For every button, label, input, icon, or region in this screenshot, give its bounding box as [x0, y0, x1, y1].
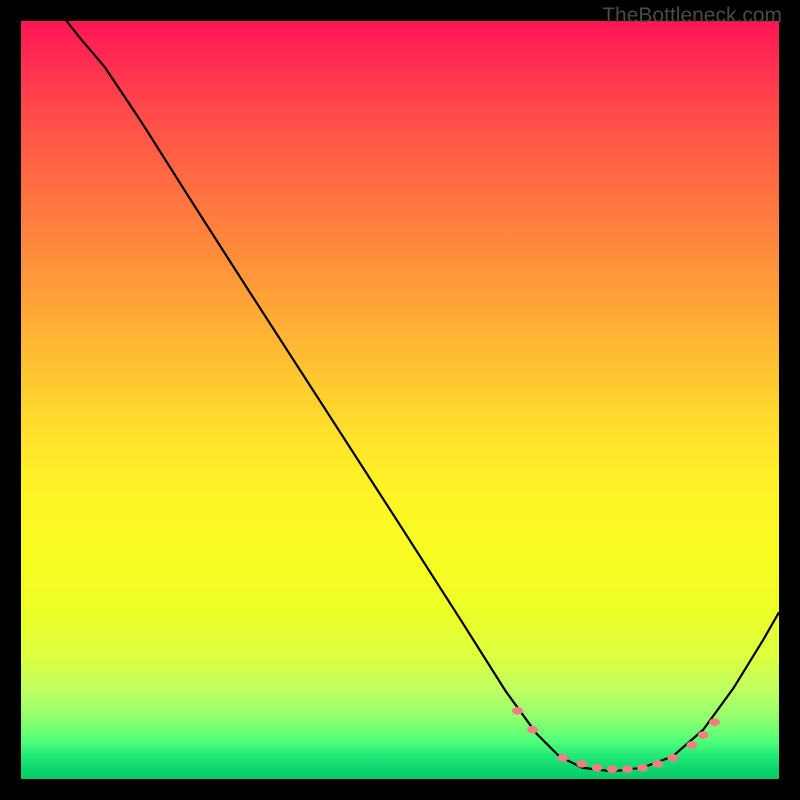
- marker-dot: [667, 754, 678, 762]
- marker-dot: [592, 764, 603, 772]
- watermark: TheBottleneck.com: [602, 4, 782, 28]
- marker-dot: [698, 731, 709, 739]
- marker-dot: [527, 726, 538, 734]
- bottleneck-curve: [66, 21, 779, 771]
- marker-dot: [557, 754, 568, 762]
- marker-dot: [607, 765, 618, 773]
- marker-dot: [622, 765, 633, 773]
- chart-svg: [21, 21, 779, 779]
- marker-dot: [576, 760, 587, 768]
- marker-dot: [709, 718, 720, 726]
- plot-area: [21, 21, 779, 779]
- marker-dot: [512, 707, 523, 715]
- marker-dot: [686, 741, 697, 749]
- marker-dot: [637, 764, 648, 772]
- marker-dot: [652, 760, 663, 768]
